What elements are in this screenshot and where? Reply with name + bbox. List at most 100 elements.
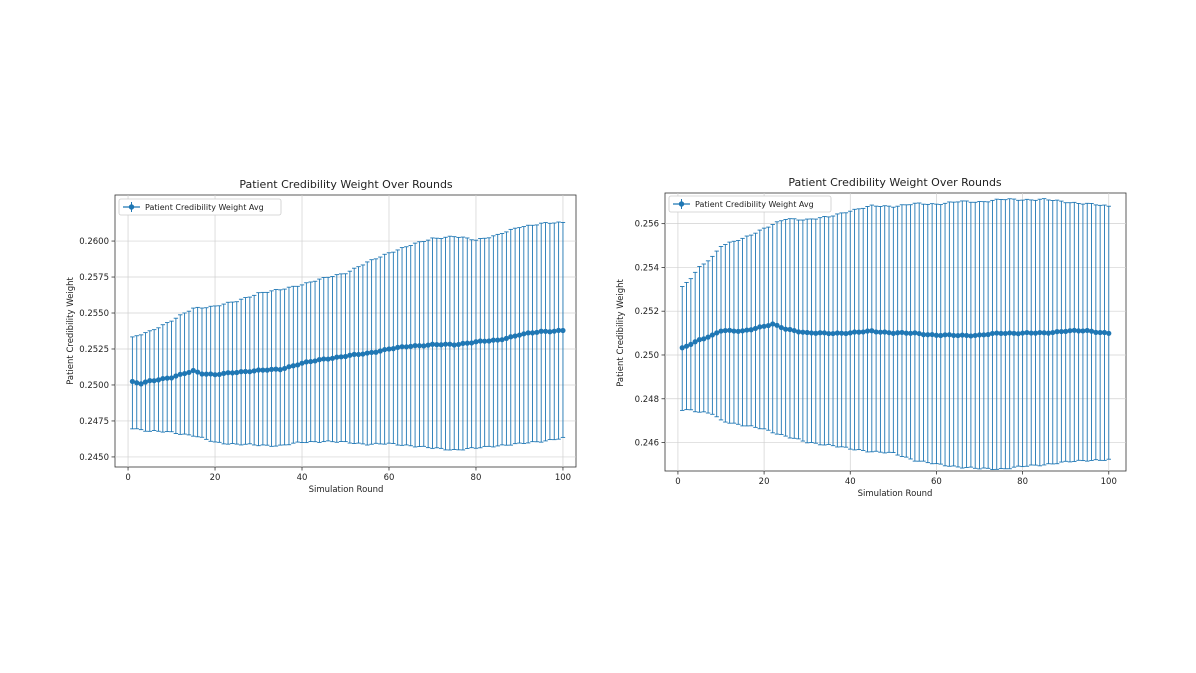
mean-point	[260, 367, 266, 373]
mean-point	[886, 330, 892, 336]
mean-point	[495, 337, 501, 343]
mean-point	[817, 330, 823, 336]
y-tick-label: 0.248	[635, 395, 659, 405]
y-tick-layer: 0.246 0.248 0.250 0.252 0.254 0.256	[635, 220, 665, 449]
mean-point	[830, 330, 836, 337]
y-tick-label: 0.2600	[79, 237, 109, 247]
mean-point	[560, 327, 566, 334]
mean-point	[347, 352, 353, 358]
mean-point	[791, 327, 797, 334]
mean-point	[882, 329, 888, 335]
mean-point	[377, 348, 383, 354]
mean-point	[168, 375, 175, 381]
mean-point	[234, 369, 240, 376]
mean-point	[744, 327, 750, 333]
y-tick-label: 0.2500	[79, 381, 109, 391]
mean-point	[1093, 329, 1099, 335]
mean-point	[972, 332, 978, 339]
mean-point	[1041, 330, 1047, 336]
mean-point	[731, 328, 737, 334]
mean-point	[295, 362, 301, 368]
mean-point	[765, 322, 772, 329]
mean-point	[774, 322, 780, 328]
mean-point	[920, 332, 927, 338]
legend: Patient Credibility Weight Avg	[668, 195, 832, 213]
mean-point	[273, 366, 279, 372]
mean-point	[735, 328, 741, 334]
mean-point	[286, 364, 292, 370]
mean-point	[434, 342, 440, 348]
mean-point	[968, 333, 974, 339]
mean-point	[963, 332, 970, 339]
mean-point	[851, 329, 858, 335]
mean-point	[890, 330, 896, 337]
y-tick-layer: 0.2450 0.2475 0.2500 0.2525 0.2550 0.2575 0.26…	[79, 237, 115, 463]
mean-point	[290, 363, 296, 369]
mean-point	[1015, 331, 1021, 337]
mean-point	[1002, 330, 1008, 337]
mean-point	[368, 349, 375, 356]
y-tick-label: 0.246	[635, 439, 659, 449]
mean-point	[877, 329, 884, 335]
mean-point	[834, 330, 840, 336]
mean-point	[399, 344, 405, 350]
mean-point	[709, 332, 715, 338]
mean-point	[277, 367, 283, 373]
mean-point	[1084, 327, 1090, 334]
mean-point	[679, 345, 685, 351]
mean-point	[451, 342, 457, 348]
legend-box	[118, 198, 282, 216]
mean-point	[869, 328, 875, 334]
mean-point	[155, 377, 162, 383]
y-tick-label: 0.256	[635, 220, 659, 230]
y-tick-label: 0.2475	[79, 417, 109, 427]
x-tick-label: 100	[555, 473, 571, 483]
mean-point	[325, 356, 331, 362]
mean-point	[177, 371, 183, 377]
legend-dot-marker	[678, 201, 685, 207]
legend-dot-marker	[128, 204, 135, 210]
mean-point	[696, 337, 703, 343]
mean-point	[843, 330, 849, 337]
mean-point	[268, 366, 275, 372]
mean-point	[351, 351, 357, 357]
mean-point	[203, 371, 209, 377]
mean-point	[247, 369, 253, 375]
mean-point	[946, 332, 952, 338]
mean-point	[447, 341, 453, 347]
y-tick-label: 0.252	[635, 307, 659, 317]
mean-point	[916, 330, 922, 337]
chart-right: Patient Credibility Weight Over Rounds 0…	[610, 170, 1150, 505]
legend-box	[668, 195, 832, 213]
mean-point	[727, 327, 733, 333]
mean-point	[998, 330, 1004, 337]
chart-title: Patient Credibility Weight Over Rounds	[239, 178, 453, 191]
mean-point	[242, 368, 249, 375]
mean-point	[1037, 329, 1043, 336]
mean-point	[151, 378, 157, 384]
mean-point	[490, 337, 496, 343]
x-tick-label: 80	[1017, 477, 1028, 487]
y-tick-label: 0.2450	[79, 453, 109, 463]
mean-point	[929, 331, 935, 338]
chart-left-svg: Patient Credibility Weight Over Rounds 0…	[66, 178, 577, 495]
mean-point	[860, 329, 866, 335]
y-axis-label: Patient Credibility Weight	[616, 278, 626, 386]
mean-point	[1054, 329, 1060, 335]
mean-line-layer	[129, 327, 566, 387]
mean-point	[761, 323, 767, 329]
mean-point	[538, 328, 544, 334]
legend-label: Patient Credibility Weight Avg	[695, 200, 814, 209]
mean-point	[395, 344, 401, 350]
mean-point	[173, 373, 179, 379]
mean-point	[416, 343, 423, 349]
mean-point	[938, 332, 944, 339]
mean-point	[688, 341, 694, 348]
mean-point	[486, 338, 492, 344]
mean-point	[429, 341, 436, 347]
mean-point	[1011, 330, 1017, 336]
mean-point	[551, 328, 557, 334]
x-tick-label: 100	[1101, 477, 1117, 487]
x-tick-label: 60	[384, 473, 395, 483]
mean-point	[692, 339, 698, 345]
